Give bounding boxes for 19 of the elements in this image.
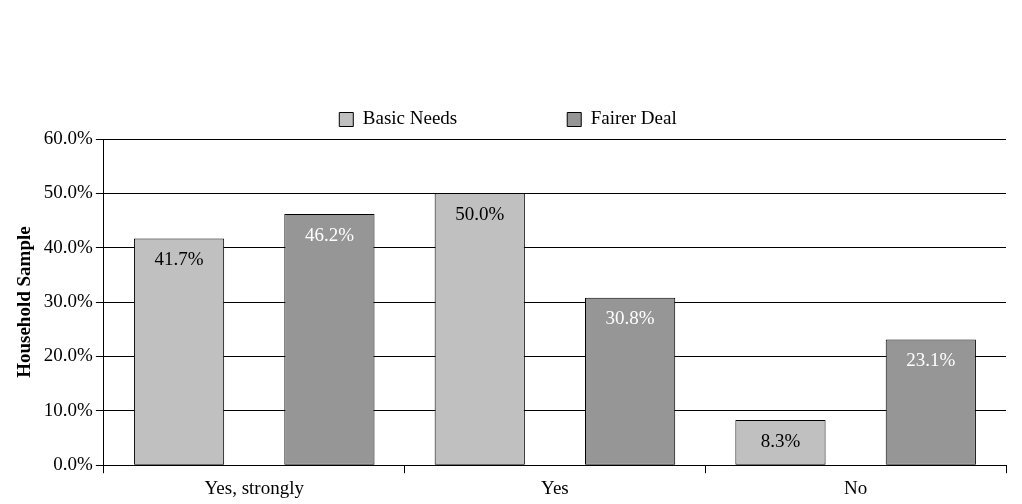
y-tick-label: 60.0% — [43, 126, 94, 148]
y-tick-label: 30.0% — [43, 290, 94, 312]
x-tick-label: No — [844, 476, 868, 498]
y-axis-title: Household Sample — [13, 226, 35, 378]
y-tick-label: 50.0% — [43, 181, 94, 203]
y-tick-label: 20.0% — [43, 344, 94, 366]
y-tick-label: 0.0% — [53, 453, 94, 475]
legend-label: Basic Needs — [362, 107, 458, 129]
x-tick-label: Yes, strongly — [204, 476, 305, 498]
y-tick-label: 10.0% — [43, 398, 94, 420]
data-label: 50.0% — [455, 202, 505, 224]
data-label: 41.7% — [154, 247, 204, 269]
data-label: 30.8% — [605, 307, 655, 329]
x-tick-label: Yes — [541, 476, 569, 498]
legend-label: Fairer Deal — [590, 107, 677, 129]
data-label: 46.2% — [304, 223, 355, 245]
data-label: 8.3% — [760, 429, 801, 451]
y-tick-label: 40.0% — [43, 235, 94, 257]
data-label: 23.1% — [906, 349, 956, 371]
